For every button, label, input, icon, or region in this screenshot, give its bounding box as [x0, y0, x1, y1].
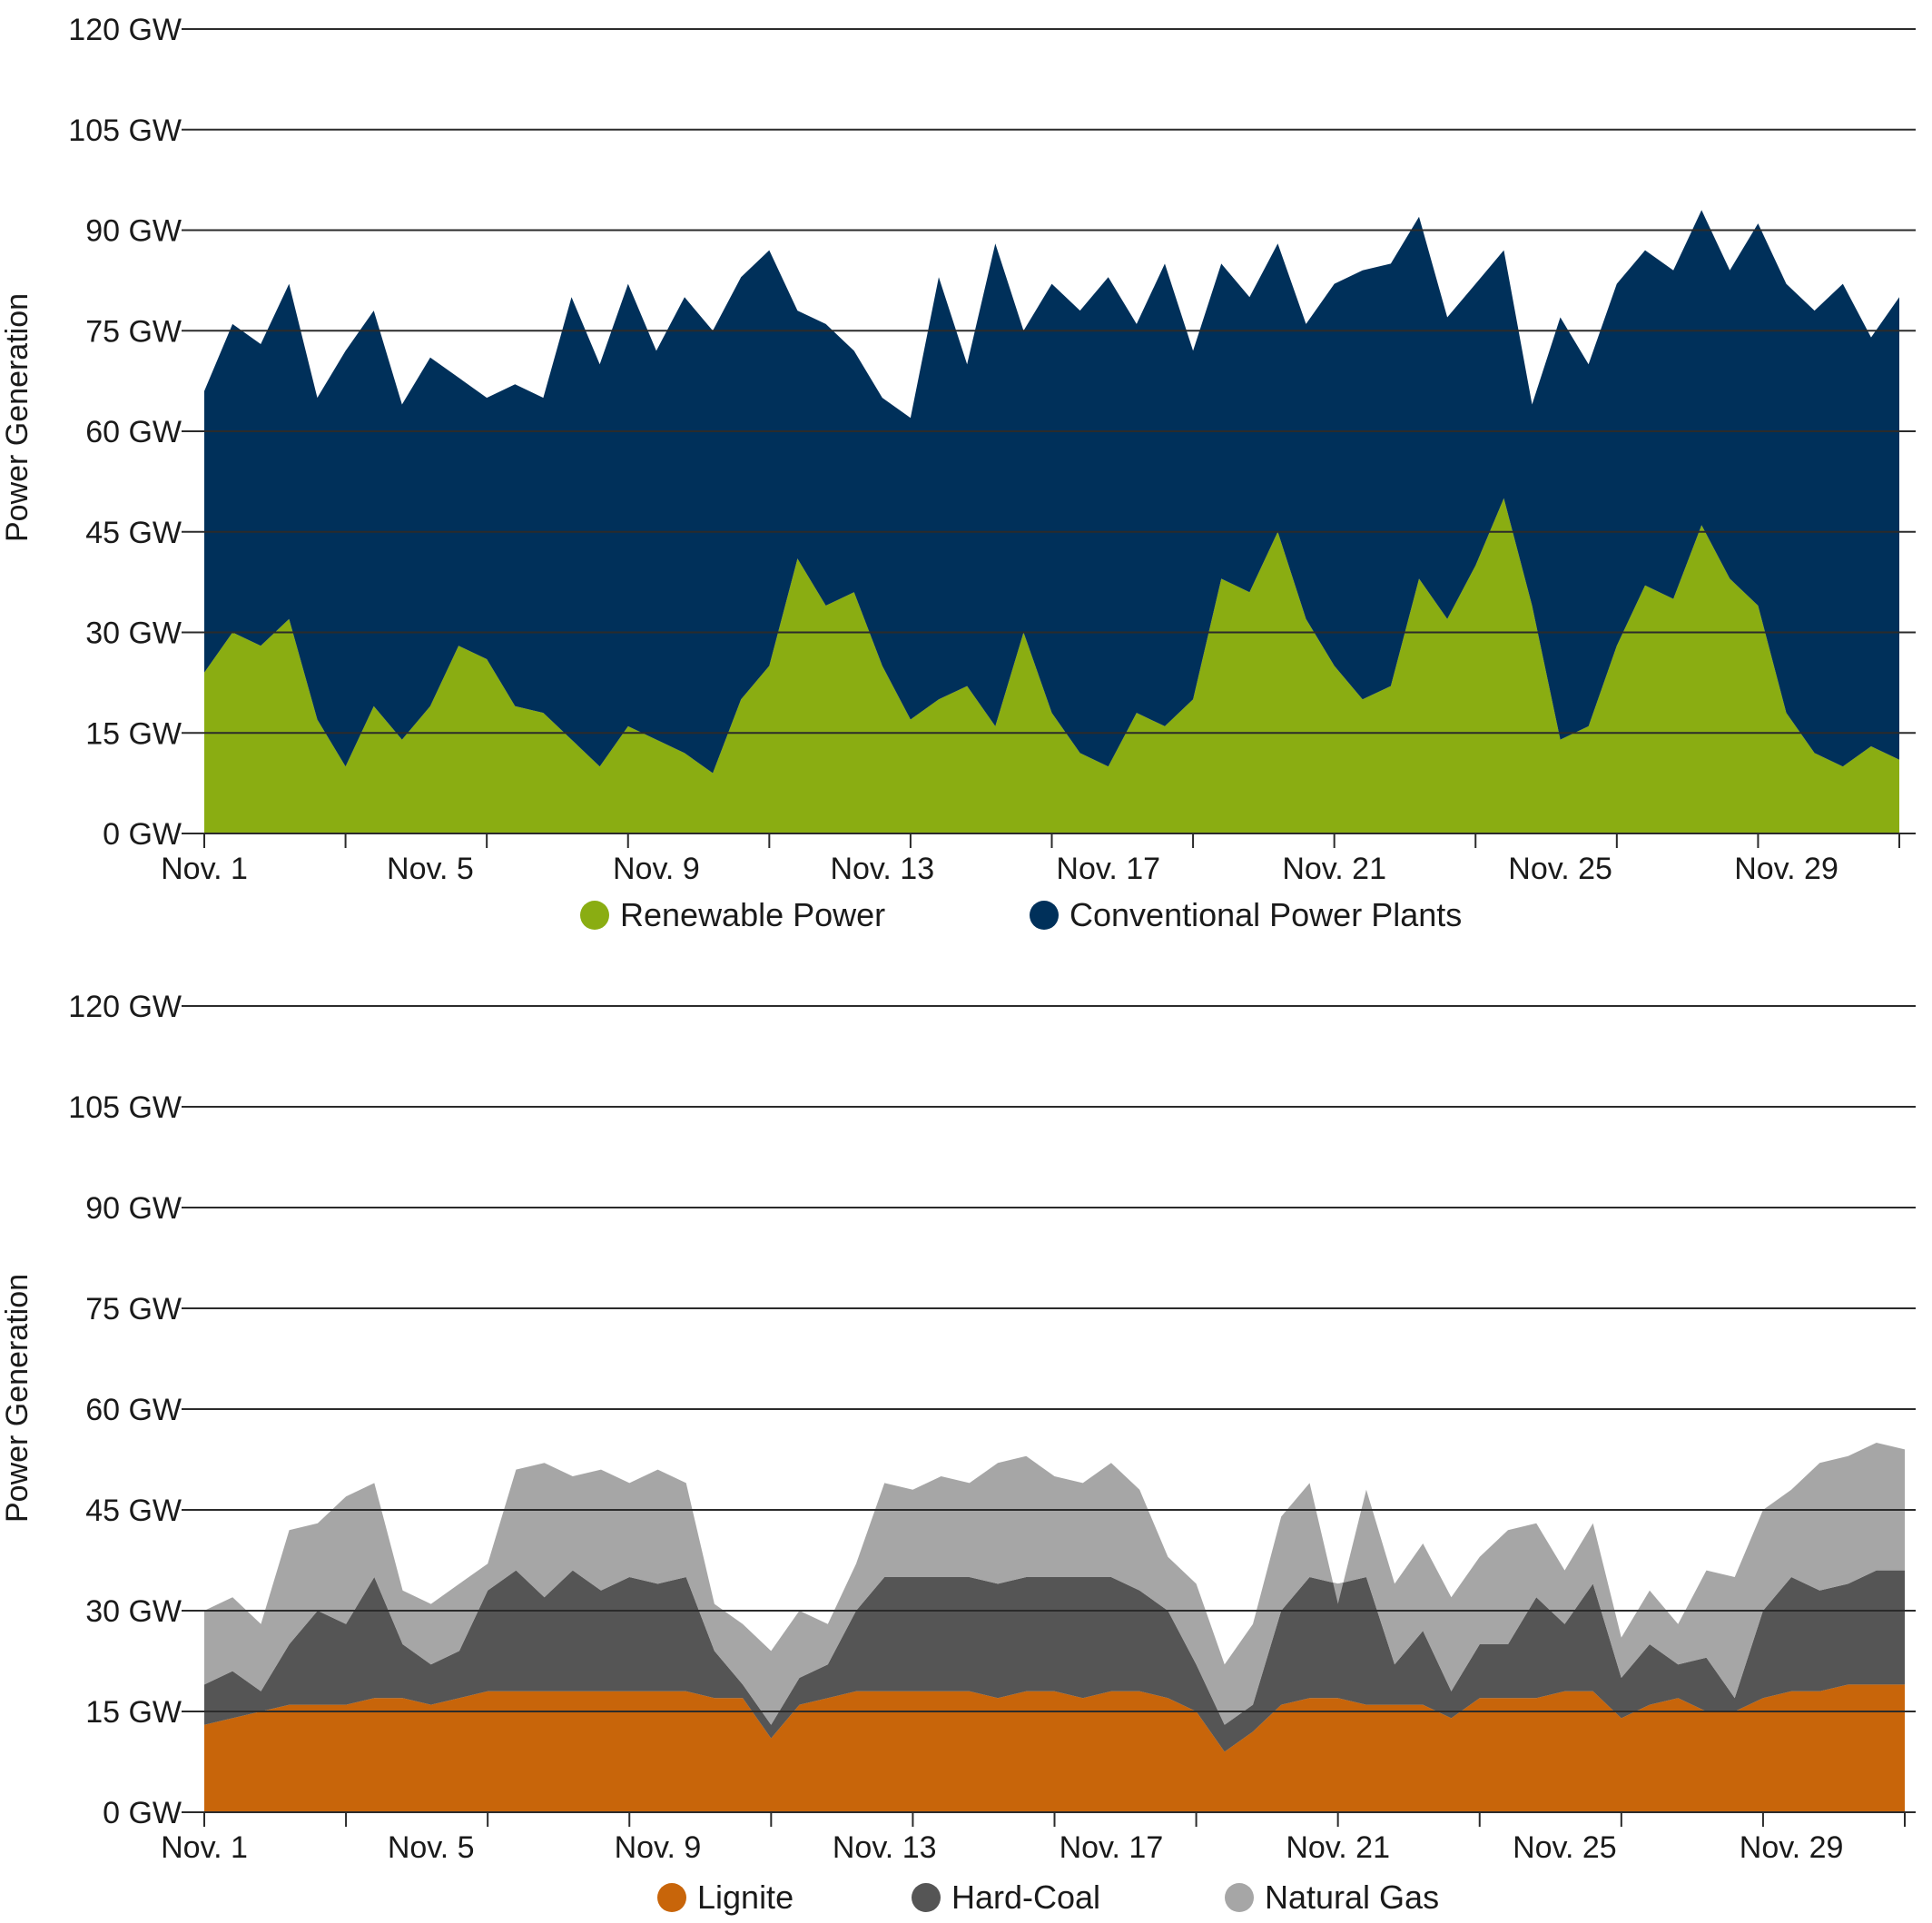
legend-swatch: [657, 1883, 686, 1912]
y-axis-label: Power Generation: [0, 293, 34, 542]
x-tick-label: Nov. 17: [1060, 1830, 1164, 1865]
y-tick-label: 0 GW: [103, 1796, 182, 1830]
x-tick-label: Nov. 25: [1513, 1830, 1617, 1865]
x-tick-label: Nov. 21: [1286, 1830, 1390, 1865]
legend-label: Lignite: [697, 1879, 794, 1916]
y-tick-label: 15 GW: [85, 1695, 182, 1730]
y-tick-label: 60 GW: [85, 415, 182, 449]
y-tick-label: 105 GW: [68, 113, 182, 148]
y-tick-label: 105 GW: [68, 1090, 182, 1125]
x-tick-label: Nov. 5: [388, 1830, 475, 1865]
x-tick-label: Nov. 9: [613, 852, 700, 886]
y-tick-label: 120 GW: [68, 990, 182, 1024]
y-tick-label: 15 GW: [85, 716, 182, 751]
legend-label: Natural Gas: [1265, 1879, 1439, 1916]
y-axis-label: Power Generation: [0, 1274, 34, 1523]
area-renewable-power: [204, 498, 1899, 833]
x-tick-label: Nov. 17: [1056, 852, 1160, 886]
x-tick-label: Nov. 29: [1734, 852, 1838, 886]
area-series-group: [204, 1443, 1905, 1812]
legend-label: Hard-Coal: [951, 1879, 1100, 1916]
legend-label: Renewable Power: [620, 896, 885, 933]
legend-label: Conventional Power Plants: [1070, 896, 1462, 933]
x-tick-label: Nov. 29: [1740, 1830, 1844, 1865]
x-tick-label: Nov. 21: [1282, 852, 1386, 886]
legend-swatch: [1225, 1883, 1254, 1912]
y-tick-label: 30 GW: [85, 1594, 182, 1629]
x-tick-label: Nov. 5: [387, 852, 474, 886]
x-tick-label: Nov. 13: [830, 852, 934, 886]
x-tick-label: Nov. 9: [615, 1830, 702, 1865]
legend-swatch: [912, 1883, 941, 1912]
area-series-group: [204, 210, 1899, 833]
y-tick-label: 45 GW: [85, 1494, 182, 1528]
y-tick-label: 45 GW: [85, 516, 182, 550]
legend: Lignite Hard-Coal Natural Gas: [657, 1879, 1439, 1916]
y-tick-label: 75 GW: [85, 314, 182, 349]
area-lignite: [204, 1684, 1905, 1812]
y-tick-label: 60 GW: [85, 1393, 182, 1427]
y-tick-label: 90 GW: [85, 1191, 182, 1226]
y-tick-label: 0 GW: [103, 817, 182, 852]
y-tick-label: 120 GW: [68, 13, 182, 47]
y-tick-label: 30 GW: [85, 616, 182, 651]
x-tick-label: Nov. 25: [1508, 852, 1612, 886]
legend-swatch: [1030, 901, 1059, 930]
y-tick-label: 75 GW: [85, 1292, 182, 1326]
area-hard-coal: [204, 1570, 1905, 1752]
chart-panel-2: 0 GW 15 GW 30 GW 45 GW 60 GW 75 GW 90 GW 105 GW…: [0, 990, 1916, 1916]
x-tick-label: Nov. 1: [161, 852, 248, 886]
x-tick-label: Nov. 1: [161, 1830, 248, 1865]
legend: Renewable Power Conventional Power Plants: [580, 896, 1462, 933]
area-natural-gas: [204, 1443, 1905, 1725]
chart-panel-1: 0 GW 15 GW 30 GW 45 GW 60 GW 75 GW 90 GW 105 GW…: [0, 13, 1916, 933]
x-tick-label: Nov. 13: [833, 1830, 937, 1865]
legend-swatch: [580, 901, 609, 930]
y-tick-label: 90 GW: [85, 214, 182, 249]
